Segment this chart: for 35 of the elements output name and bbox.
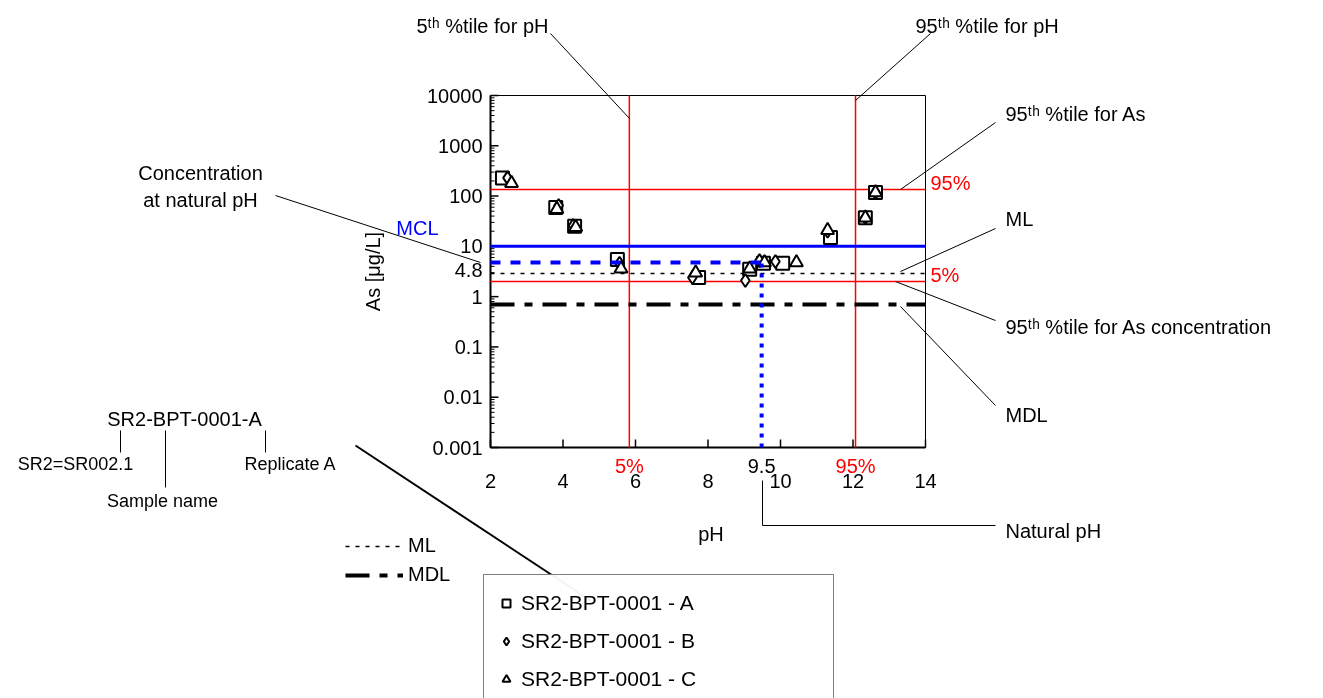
ref-line-label: MCL (396, 216, 439, 239)
text: Natural pH (1005, 519, 1102, 542)
y-tick-label: 10000 (426, 84, 483, 107)
text: Concentration at natural pH (138, 161, 263, 211)
ref-line-label: 95ᵗʰ %tile for As concentration (1005, 315, 1272, 338)
x-tick-label: 4 (557, 469, 569, 492)
ref-line-label: 5ᵗʰ %tile for pH (416, 14, 549, 37)
y-tick-label: 0.01 (443, 386, 483, 409)
annotation: 95% (930, 171, 971, 194)
y-tick-label: 100 (449, 185, 483, 208)
text: SR2=SR002.1 (17, 453, 134, 474)
ref-line-label: 95ᵗʰ %tile for As (1005, 102, 1146, 125)
y-tick-label: 10 (460, 235, 483, 258)
text: Replicate A (244, 453, 336, 474)
y-tick-label: 1 (471, 285, 483, 308)
legend-label: MDL (408, 563, 451, 586)
y-axis-title: As [μg/L] (361, 231, 384, 312)
text: SR2-BPT-0001-A (107, 407, 263, 430)
x-tick-label: 14 (914, 469, 937, 492)
y-tick-label: 4.8 (454, 259, 483, 282)
y-tick-label: 0.001 (432, 436, 483, 459)
text: Sample name (106, 490, 219, 511)
text: ML (1005, 207, 1034, 230)
text: MDL (1005, 403, 1048, 426)
ref-line-label: 95ᵗʰ %tile for pH (915, 14, 1059, 37)
x-axis-title: pH (698, 522, 724, 545)
annotation: 5% (930, 263, 960, 286)
y-tick-label: 1000 (438, 134, 483, 157)
legend-label: SR2-BPT-0001 - C (521, 666, 698, 692)
x-tick-label: 2 (484, 469, 497, 492)
y-tick-label: 0.1 (454, 335, 483, 358)
x-tick-label: 8 (702, 469, 714, 492)
legend-label: SR2-BPT-0001 - B (521, 628, 696, 654)
legend-label: ML (408, 534, 436, 557)
legend-label: SR2-BPT-0001 - A (521, 590, 695, 616)
